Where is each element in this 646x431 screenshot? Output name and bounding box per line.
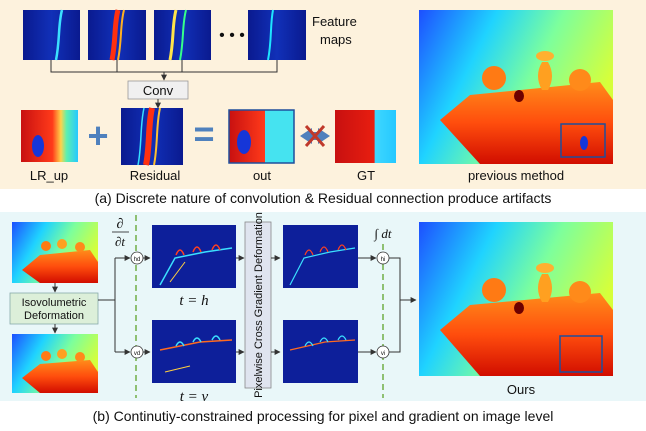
ours-label: Ours <box>507 382 536 397</box>
pcgd-box: Pixelwise Cross Gradient Deformation <box>244 212 272 398</box>
gt-label: GT <box>357 168 375 183</box>
gradient-image-h <box>152 225 236 288</box>
merge-lines <box>389 257 417 353</box>
deformed-gradient-h <box>283 225 358 288</box>
input-branch-lines <box>98 255 131 355</box>
lr-up-label: LR_up <box>30 168 68 183</box>
ours-image <box>419 222 613 376</box>
hd-node: hd <box>130 251 144 265</box>
feature-map-2 <box>88 9 146 61</box>
out-image <box>228 109 295 164</box>
pcgd-label: Pixelwise Cross Gradient Deformation <box>253 212 265 398</box>
integral-label: ∫ dt <box>374 226 392 242</box>
hi-node: hi <box>376 251 390 265</box>
gt-image <box>335 110 396 163</box>
svg-text:hd: hd <box>134 257 141 263</box>
conv-box: Conv <box>127 80 189 100</box>
input-depth-bottom <box>12 334 98 393</box>
iso-label-line2: Deformation <box>24 310 84 322</box>
lr-up-image <box>21 110 78 162</box>
previous-method-image <box>419 10 613 164</box>
feature-maps: • • • Feature maps <box>23 9 357 61</box>
svg-text:vi: vi <box>381 351 385 357</box>
residual-image <box>121 107 183 166</box>
t-equals-v-label: t = v <box>180 389 209 405</box>
ellipsis: • • • <box>219 27 245 44</box>
bottom-panel: Isovolumetric Deformation ∂ ∂t hd <box>0 212 646 405</box>
partial-top: ∂ <box>117 217 124 232</box>
vi-node: vi <box>376 345 390 359</box>
feature-map-4 <box>248 9 306 61</box>
equals-sign: = <box>193 113 214 154</box>
isovolumetric-box: Isovolumetric Deformation <box>9 292 99 325</box>
previous-method-label: previous method <box>468 168 564 183</box>
conv-label: Conv <box>143 83 174 98</box>
feature-maps-label-line1: Feature <box>312 14 357 29</box>
previous-highlight-box <box>560 123 606 158</box>
vd-node: vd <box>130 345 144 359</box>
mismatch-double-arrow <box>300 124 330 148</box>
plus-sign: + <box>87 115 108 156</box>
gradient-image-v <box>152 320 236 383</box>
deformed-gradient-v <box>283 320 358 383</box>
residual-label: Residual <box>130 168 181 183</box>
ours-highlight-box <box>559 335 603 373</box>
out-label: out <box>253 168 271 183</box>
caption-b: (b) Continutiy-constrained processing fo… <box>93 408 554 424</box>
feature-map-3 <box>154 9 211 61</box>
cross-icon <box>304 124 326 148</box>
iso-label-line1: Isovolumetric <box>22 297 87 309</box>
input-depth-top <box>12 222 98 283</box>
partial-bottom: ∂t <box>115 234 125 249</box>
caption-a: (a) Discrete nature of convolution & Res… <box>95 190 552 206</box>
feature-maps-label-line2: maps <box>320 32 352 47</box>
feature-map-1 <box>23 9 80 61</box>
t-equals-h-label: t = h <box>179 293 208 309</box>
top-panel: • • • Feature maps Conv LR_up + <box>0 0 646 189</box>
svg-text:hi: hi <box>381 257 386 263</box>
feature-merge-lines <box>50 60 278 81</box>
svg-text:vd: vd <box>134 351 140 357</box>
